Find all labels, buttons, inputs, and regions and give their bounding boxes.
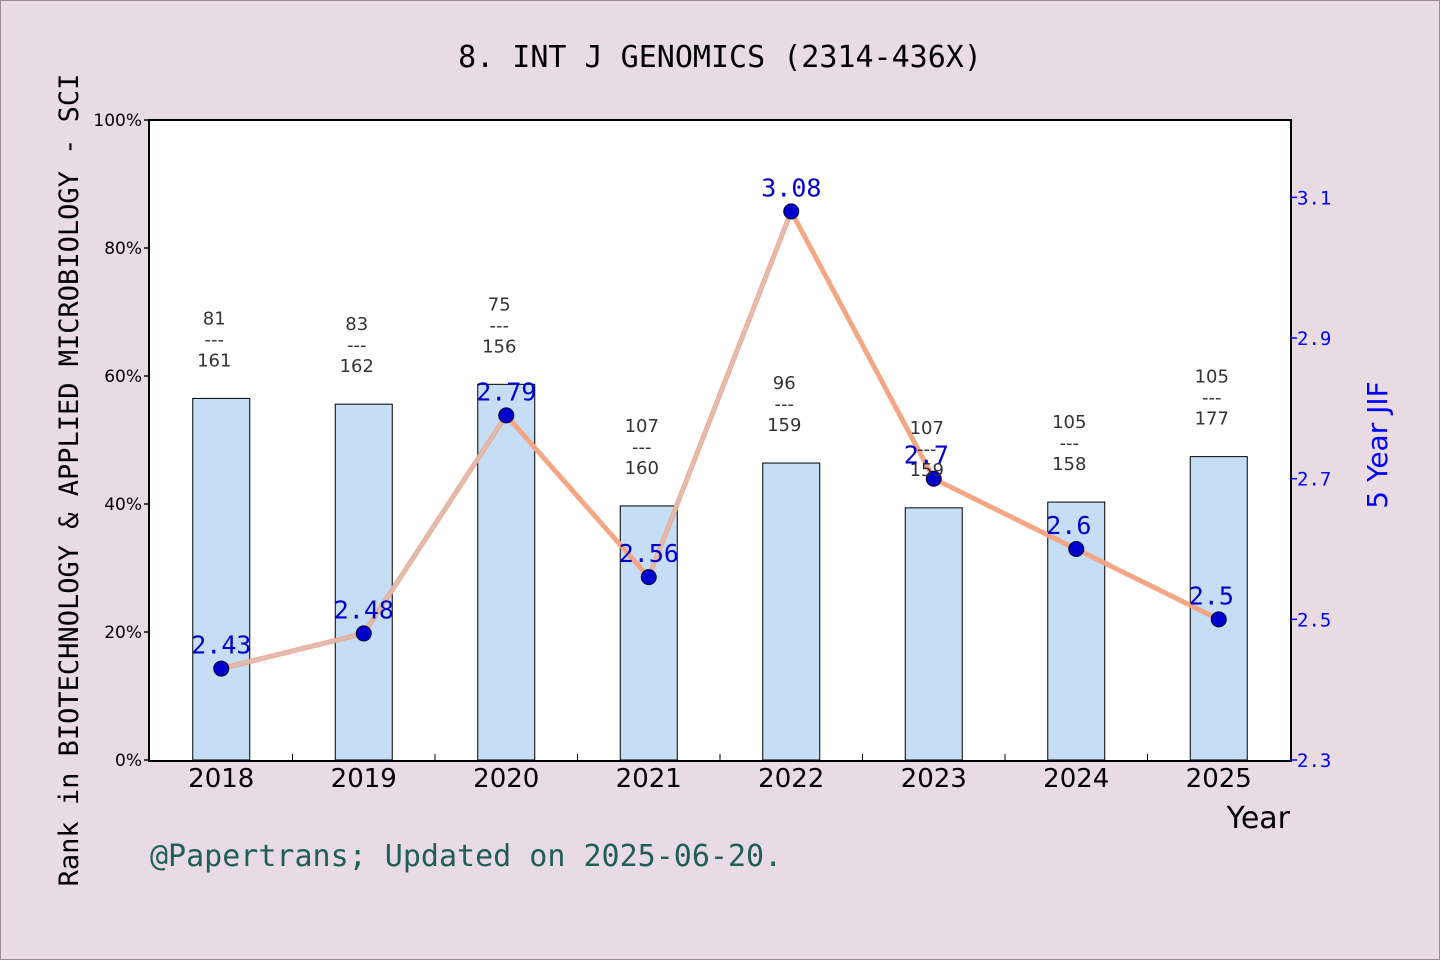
x-tick-label: 2021	[616, 764, 682, 794]
bar-fraction-separator: ---	[205, 329, 225, 350]
jif-line-highlight	[362, 413, 508, 635]
bar-total-label: 161	[197, 350, 231, 371]
left-axis-title: Rank in BIOTECHNOLOGY & APPLIED MICROBIO…	[54, 74, 85, 887]
right-axis-title: 5 Year JIF	[1361, 381, 1394, 509]
left-tick-label: 20%	[104, 623, 142, 643]
jif-value-label: 2.48	[334, 595, 394, 624]
x-tick-label: 2025	[1186, 764, 1252, 794]
bars-layer	[192, 383, 1248, 761]
bar-fraction-separator: ---	[632, 437, 652, 458]
bar	[904, 507, 963, 761]
line-layer	[213, 203, 1227, 677]
bar-rank-label: 96	[773, 373, 796, 394]
jif-value-label: 2.79	[476, 377, 536, 406]
x-axis-title: Year	[1225, 801, 1290, 836]
jif-line-highlight	[932, 477, 1078, 551]
right-tick-label: 2.9	[1297, 328, 1331, 350]
jif-line-highlight	[219, 631, 366, 671]
bar-rank-label: 81	[203, 308, 226, 329]
jif-value-label: 3.08	[761, 173, 821, 202]
plot-area	[148, 119, 1292, 762]
x-tick-label: 2024	[1043, 764, 1109, 794]
bar-fraction-separator: ---	[1060, 433, 1080, 454]
left-tick-label: 100%	[93, 111, 142, 131]
bar-total-label: 162	[340, 356, 374, 377]
jif-value-label: 2.5	[1189, 581, 1234, 610]
x-tick-label: 2022	[758, 764, 824, 794]
bar-total-label: 158	[1052, 454, 1086, 475]
left-tick-label: 80%	[104, 239, 142, 259]
bar-total-label: 159	[767, 415, 801, 436]
bar-total-label: 159	[910, 460, 944, 481]
right-tick-label: 2.5	[1297, 609, 1331, 631]
right-tick-label: 3.1	[1297, 187, 1331, 209]
axes-layer: 0% 20% 40% 60% 80% 100% 2.3 2.5 2.7 2.9 3.1 2018 201…	[93, 111, 1331, 794]
bar	[619, 505, 678, 761]
jif-line-highlight	[647, 209, 793, 579]
jif-point	[1068, 541, 1085, 558]
bar-fraction-separator: ---	[1202, 388, 1222, 409]
jif-value-label: 2.56	[619, 539, 679, 568]
jif-point	[355, 625, 372, 642]
jif-point	[925, 470, 942, 487]
left-tick-label: 40%	[104, 495, 142, 515]
jif-point	[783, 203, 800, 220]
jif-point	[498, 407, 515, 424]
bar-fraction-separator: ---	[347, 335, 367, 356]
bar-rank-label: 107	[910, 418, 944, 439]
x-tick-label: 2018	[188, 764, 254, 794]
bar-fraction-separator: ---	[775, 394, 795, 415]
jif-value-label: 2.6	[1046, 511, 1091, 540]
right-tick-label: 2.3	[1297, 750, 1331, 772]
bar	[192, 397, 251, 761]
bar-rank-label: 105	[1052, 412, 1086, 433]
right-tick-label: 2.7	[1297, 469, 1331, 491]
bar-total-label: 177	[1195, 409, 1229, 430]
bar-rank-label: 83	[345, 314, 368, 335]
footer-note: @Papertrans; Updated on 2025-06-20.	[150, 839, 782, 874]
bar-rank-label: 105	[1195, 367, 1229, 388]
bar	[334, 403, 393, 761]
bar-total-label: 156	[482, 336, 516, 357]
jif-value-label: 2.43	[191, 631, 251, 660]
left-tick-label: 60%	[104, 367, 142, 387]
x-tick-label: 2020	[473, 764, 539, 794]
bar	[762, 462, 821, 761]
jif-point	[640, 569, 657, 586]
jif-point	[213, 660, 230, 677]
bar-fraction-separator: ---	[917, 439, 937, 460]
x-tick-label: 2019	[331, 764, 397, 794]
bar-fraction-separator: ---	[490, 315, 510, 336]
jif-line-highlight	[1074, 547, 1221, 621]
bar-rank-label: 75	[488, 294, 511, 315]
left-tick-label: 0%	[115, 751, 142, 771]
x-tick-label: 2023	[901, 764, 967, 794]
jif-point	[1210, 611, 1227, 628]
chart-title: 8. INT J GENOMICS (2314-436X)	[458, 40, 982, 75]
jif-value-label: 2.7	[904, 441, 949, 470]
jif-line-highlight	[789, 209, 936, 481]
labels-layer: 81---16183---16275---156107---16096---15…	[191, 173, 1234, 659]
bar-rank-label: 107	[625, 416, 659, 437]
bar-total-label: 160	[625, 458, 659, 479]
jif-line-highlight	[504, 413, 651, 579]
